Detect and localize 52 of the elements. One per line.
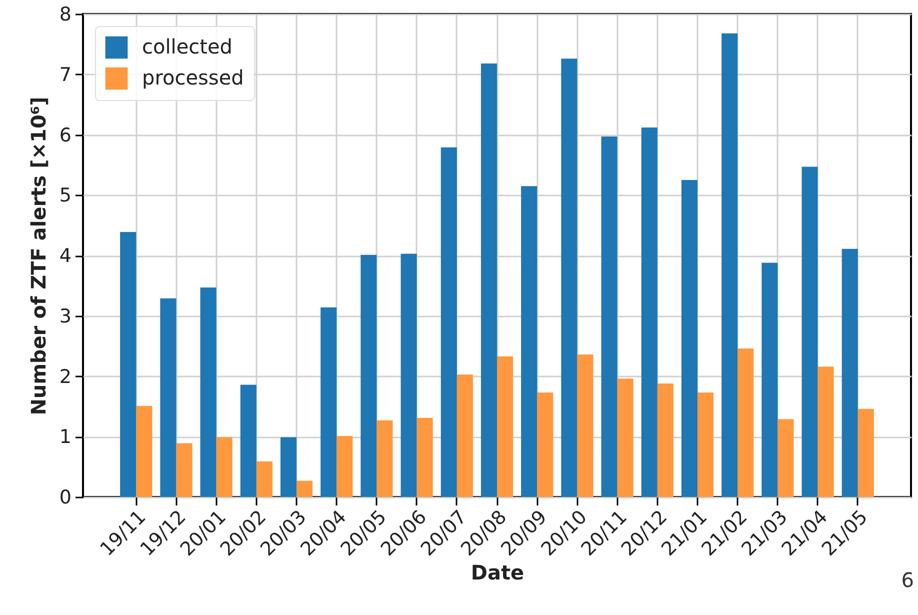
bar — [320, 307, 337, 497]
bar — [416, 418, 433, 497]
y-tick-label: 8 — [59, 4, 72, 26]
legend-label: collected — [142, 34, 232, 58]
bar — [858, 408, 874, 497]
text: 6 — [901, 568, 914, 592]
y-tick-label: 2 — [59, 366, 72, 388]
bar — [400, 254, 417, 497]
bar — [778, 419, 794, 497]
bar — [216, 437, 232, 497]
y-tick-label: 5 — [59, 184, 72, 207]
bar — [440, 147, 457, 497]
bar — [256, 461, 272, 497]
y-tick-label: 1 — [59, 426, 72, 448]
bar — [738, 348, 754, 497]
bar — [120, 232, 136, 497]
y-tick-label: 6 — [59, 124, 72, 146]
bar — [722, 33, 738, 497]
bar — [521, 186, 538, 497]
legend-label: processed — [142, 66, 244, 90]
y-axis-title: Number of ZTF alerts [×10⁶] — [26, 96, 50, 416]
bar — [376, 420, 393, 497]
y-tick-label: 7 — [59, 64, 72, 86]
bar — [577, 354, 594, 497]
bar — [617, 378, 634, 497]
bar — [240, 384, 256, 497]
x-axis-title: Date — [470, 560, 524, 585]
bar — [657, 383, 674, 497]
bar — [456, 374, 473, 497]
y-tick-label: 4 — [59, 245, 72, 267]
bar — [136, 406, 152, 497]
bar — [561, 58, 578, 497]
bar — [360, 254, 377, 497]
y-tick-label: 0 — [59, 486, 72, 508]
bar — [697, 392, 714, 497]
bar — [497, 356, 514, 497]
bar — [681, 180, 698, 497]
bar — [802, 166, 818, 497]
y-tick-label: 3 — [59, 305, 72, 328]
bar — [762, 262, 778, 497]
bar — [537, 392, 554, 497]
bar — [480, 64, 497, 497]
bar — [176, 443, 192, 497]
bar — [336, 436, 353, 497]
bar — [200, 288, 216, 497]
bar — [160, 298, 176, 497]
bar — [818, 366, 834, 497]
bar — [280, 437, 297, 497]
bar — [641, 128, 658, 497]
bar — [296, 480, 313, 497]
bar — [842, 248, 858, 497]
bar — [601, 136, 618, 497]
